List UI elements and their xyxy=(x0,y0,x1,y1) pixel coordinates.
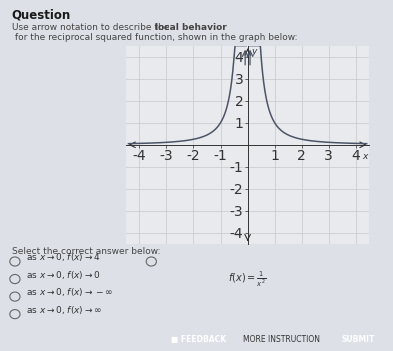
Text: y: y xyxy=(252,47,257,56)
Text: for the reciprocal squared function, shown in the graph below:: for the reciprocal squared function, sho… xyxy=(12,33,297,42)
Text: as $x \to 0$, $f(x) \to 0$: as $x \to 0$, $f(x) \to 0$ xyxy=(26,269,100,281)
Text: x: x xyxy=(363,152,368,161)
Text: Question: Question xyxy=(12,9,71,22)
Text: SUBMIT: SUBMIT xyxy=(342,335,375,344)
Text: as $x \to 0$, $f(x) \to 4$: as $x \to 0$, $f(x) \to 4$ xyxy=(26,251,100,263)
Text: Select the correct answer below:: Select the correct answer below: xyxy=(12,247,160,257)
Text: $f(x) = \frac{1}{x^2}$: $f(x) = \frac{1}{x^2}$ xyxy=(228,270,267,289)
Text: ■ FEEDBACK: ■ FEEDBACK xyxy=(171,335,226,344)
Text: MORE INSTRUCTION: MORE INSTRUCTION xyxy=(244,335,320,344)
Text: as $x \to 0$, $f(x) \to \infty$: as $x \to 0$, $f(x) \to \infty$ xyxy=(26,304,101,316)
Text: as $x \to 0$, $f(x) \to -\infty$: as $x \to 0$, $f(x) \to -\infty$ xyxy=(26,286,113,298)
Text: local behavior: local behavior xyxy=(155,23,227,32)
Text: Use arrow notation to describe the: Use arrow notation to describe the xyxy=(12,23,172,32)
